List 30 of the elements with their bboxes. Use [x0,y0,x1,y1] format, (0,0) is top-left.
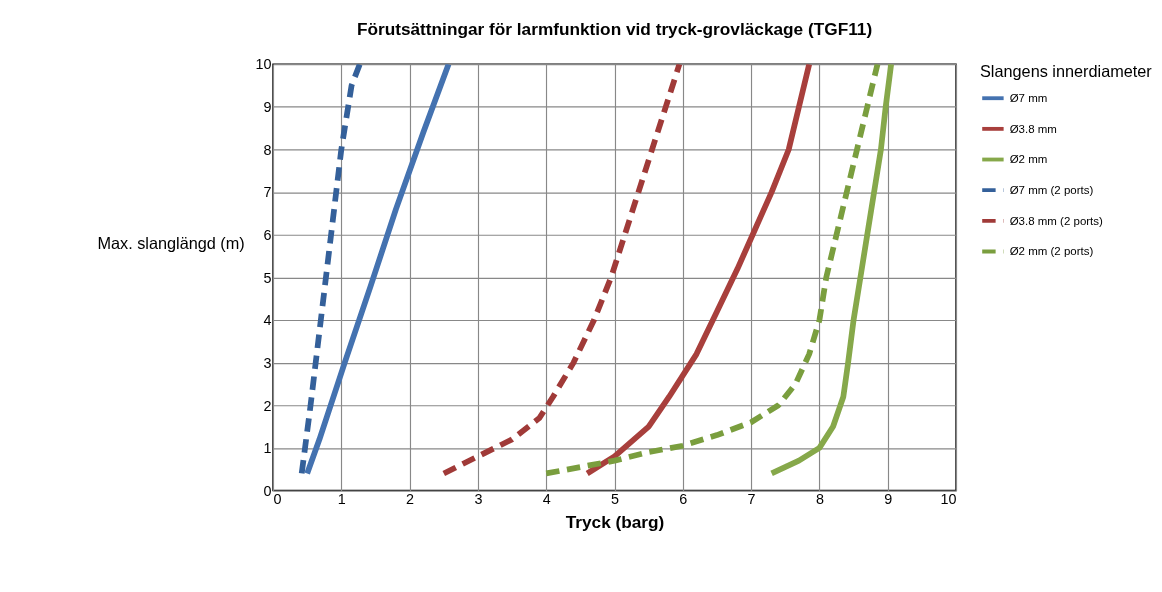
legend-label: Ø3.8 mm [1009,122,1057,135]
legend-label: Ø2 mm (2 ports) [1009,245,1094,258]
y-tick-label: 4 [263,312,272,329]
x-tick-label: 6 [679,491,688,508]
chart-title: Förutsättningar för larmfunktion vid tryck-grovläckage (TGF11) [356,18,873,39]
x-tick-label: 3 [474,491,483,508]
x-axis-title: Tryck (barg) [565,512,665,533]
y-tick-label: 2 [263,397,272,414]
x-tick-label: 8 [815,491,824,508]
legend-label: Ø2 mm [1009,153,1048,166]
x-tick-label: 4 [542,491,551,508]
y-tick-label: 3 [263,354,272,371]
y-tick-label: 1 [263,440,272,457]
legend-label: Ø7 mm [1009,92,1048,105]
y-tick-label: 7 [263,184,272,201]
legend-title: Slangens innerdiameter [979,61,1153,80]
legend-label: Ø3.8 mm (2 ports) [1009,214,1104,227]
y-tick-label: 10 [255,56,272,73]
y-axis-title: Max. slanglängd (m) [97,233,245,252]
x-tick-label: 10 [940,491,957,508]
x-tick-label: 2 [406,491,415,508]
legend-label: Ø7 mm (2 ports) [1009,184,1094,197]
x-tick-label: 7 [747,491,756,508]
y-tick-label: 9 [263,99,272,116]
y-tick-label: 6 [263,226,272,243]
y-tick-label: 8 [263,141,272,158]
y-tick-label: 5 [263,269,272,286]
x-tick-label: 9 [884,491,893,508]
x-tick-label: 5 [611,491,620,508]
x-tick-label: 1 [337,491,346,508]
